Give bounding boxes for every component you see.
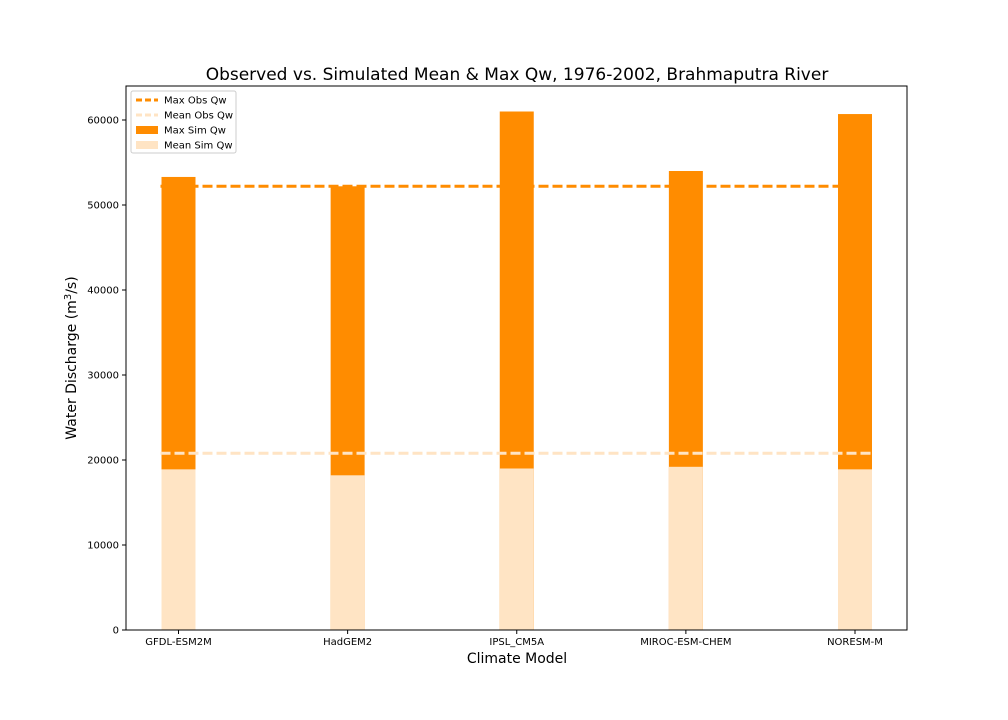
legend-box xyxy=(130,90,237,154)
x-tick-label-4: NORESM-M xyxy=(827,637,883,648)
legend-swatch-3 xyxy=(136,141,158,149)
axes-layer: 0 10000 20000 30000 40000 50000 60000 GFDL-ESM2… xyxy=(87,85,908,648)
legend-label-1: Mean Obs Qw xyxy=(164,111,233,122)
legend: Max Obs Qw Mean Obs Qw Max Sim Qw Mean Sim … xyxy=(130,90,237,154)
legend-label-2: Max Sim Qw xyxy=(164,126,226,137)
y-tick-label-4: 40000 xyxy=(87,286,119,297)
legend-label-3: Mean Sim Qw xyxy=(164,141,233,152)
bar-mean-sim-0 xyxy=(161,469,196,630)
y-tick-label-1: 10000 xyxy=(87,541,119,552)
bar-mean-sim-1 xyxy=(330,475,365,630)
x-tick-label-1: HadGEM2 xyxy=(323,637,372,648)
legend-swatch-2 xyxy=(136,126,158,134)
y-tick-label-6: 60000 xyxy=(87,116,119,127)
y-tick-label-2: 20000 xyxy=(87,456,119,467)
x-tick-label-0: GFDL-ESM2M xyxy=(145,637,212,648)
bar-mean-sim-3 xyxy=(668,466,703,630)
chart-title: Observed vs. Simulated Mean & Max Qw, 19… xyxy=(206,65,829,85)
legend-label-0: Max Obs Qw xyxy=(164,96,227,107)
y-axis-label: Water Discharge (m3/s) xyxy=(63,276,80,439)
x-axis-label: Climate Model xyxy=(467,651,567,667)
bars-layer xyxy=(161,111,872,631)
bar-mean-sim-2 xyxy=(499,468,534,630)
y-tick-label-3: 30000 xyxy=(87,371,119,382)
x-tick-label-2: IPSL_CM5A xyxy=(489,637,544,648)
y-tick-label-5: 50000 xyxy=(87,201,119,212)
y-tick-label-0: 0 xyxy=(113,626,119,637)
reference-lines-layer xyxy=(160,184,873,455)
x-tick-label-3: MIROC-ESM-CHEM xyxy=(640,637,731,648)
bar-mean-sim-4 xyxy=(838,469,872,630)
